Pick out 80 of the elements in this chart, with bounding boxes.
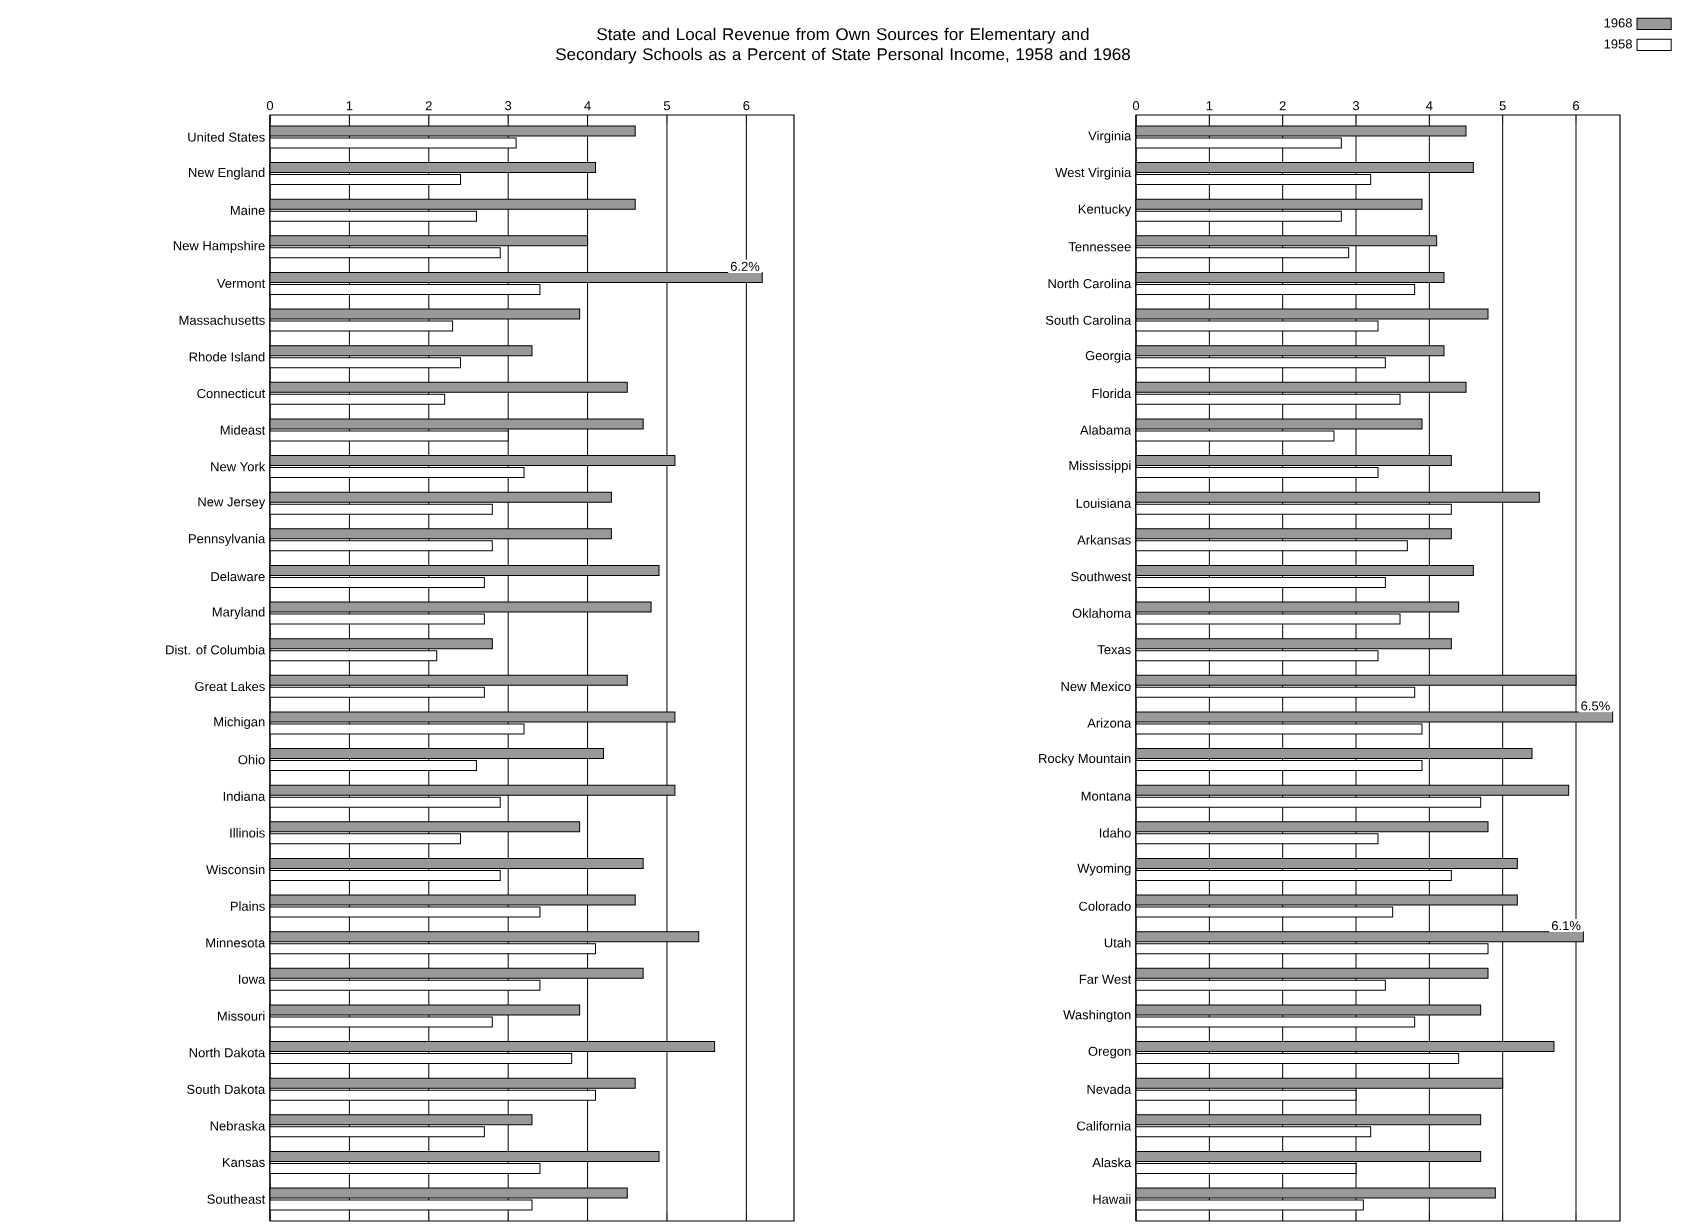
y-tick-label: Tennessee xyxy=(1068,242,1131,252)
y-tick-label: Massachusetts xyxy=(179,315,265,325)
y-tick-label: Florida xyxy=(1092,388,1132,399)
y-tick-label: Louisiana xyxy=(1076,498,1132,508)
y-tick-label: Far West xyxy=(1079,974,1132,984)
y-tick-label: Kansas xyxy=(222,1157,265,1167)
y-tick-label: Alabama xyxy=(1080,425,1132,435)
y-tick-label: Delaware xyxy=(211,571,265,582)
y-tick-label: West Virginia xyxy=(1055,167,1132,180)
x-tick-label: 5 xyxy=(663,101,671,111)
x-tick-label: 4 xyxy=(584,101,591,111)
y-tick-label: Utah xyxy=(1104,937,1131,948)
x-tick-label: 2 xyxy=(1279,101,1286,111)
y-tick-label: Rhode Island xyxy=(189,351,265,362)
y-tick-label: Michigan xyxy=(214,716,265,729)
y-tick-label: New Jersey xyxy=(198,497,266,510)
y-tick-label: Maine xyxy=(230,205,265,215)
y-tick-label: Plains xyxy=(230,901,265,911)
x-tick-label: 5 xyxy=(1499,101,1506,111)
y-tick-label: Mississippi xyxy=(1069,460,1131,473)
y-tick-label: Maryland xyxy=(212,607,265,620)
y-tick-label: Arkansas xyxy=(1077,535,1131,545)
y-tick-label: Montana xyxy=(1081,791,1132,801)
y-tick-label: Kentucky xyxy=(1078,204,1132,217)
legend-label: 1968 xyxy=(1604,18,1632,28)
x-tick-label: 0 xyxy=(266,101,274,111)
y-tick-label: Vermont xyxy=(216,278,266,288)
y-tick-label: Nevada xyxy=(1087,1084,1132,1094)
y-tick-label: Missouri xyxy=(217,1011,265,1021)
y-tick-label: Southwest xyxy=(1071,571,1132,582)
x-tick-label: 1 xyxy=(346,101,353,111)
data-label: 6.2% xyxy=(730,261,760,271)
y-tick-label: Alaska xyxy=(1092,1157,1132,1168)
x-tick-label: 4 xyxy=(1426,101,1433,111)
x-tick-label: 3 xyxy=(505,101,512,111)
x-tick-label: 6 xyxy=(743,101,750,111)
y-tick-label: Rocky Mountain xyxy=(1039,753,1131,766)
y-tick-label: Wyoming xyxy=(1077,863,1131,876)
y-tick-label: Minnesota xyxy=(206,937,266,948)
y-tick-label: Great Lakes xyxy=(195,681,265,692)
data-label: 6.5% xyxy=(1581,701,1610,711)
y-tick-label: Indiana xyxy=(223,791,266,801)
y-tick-label: Illinois xyxy=(230,828,265,838)
y-tick-label: Hawaii xyxy=(1093,1194,1131,1204)
data-label: 6.1% xyxy=(1551,921,1581,931)
y-tick-label: North Dakota xyxy=(189,1047,266,1058)
y-tick-label: Georgia xyxy=(1085,350,1132,363)
y-tick-label: Oklahoma xyxy=(1072,608,1132,618)
x-tick-label: 3 xyxy=(1352,101,1360,111)
y-tick-label: Colorado xyxy=(1079,901,1131,911)
y-tick-label: United States xyxy=(188,132,265,142)
y-tick-label: New Mexico xyxy=(1061,681,1131,692)
y-tick-label: Dist. of Columbia xyxy=(166,644,266,655)
y-tick-label: Connecticut xyxy=(197,388,266,399)
y-tick-label: Washington xyxy=(1063,1009,1131,1022)
legend-label: 1958 xyxy=(1604,39,1632,49)
y-tick-label: Texas xyxy=(1097,645,1131,655)
y-tick-label: California xyxy=(1077,1121,1132,1131)
y-tick-label: Ohio xyxy=(238,754,265,765)
y-tick-label: Iowa xyxy=(239,974,266,984)
y-tick-label: Wisconsin xyxy=(206,864,265,875)
y-tick-label: New England xyxy=(189,167,265,180)
y-tick-label: New Hampshire xyxy=(173,240,265,253)
y-tick-label: Southeast xyxy=(207,1194,266,1204)
y-tick-label: South Dakota xyxy=(187,1084,266,1094)
y-tick-label: Mideast xyxy=(220,425,266,435)
x-tick-label: 2 xyxy=(425,101,432,111)
y-tick-label: South Carolina xyxy=(1045,315,1132,325)
x-tick-label: 1 xyxy=(1206,101,1213,111)
y-tick-label: New York xyxy=(211,461,266,472)
text: State and Local Revenue from Own Sources for Elementary and Secondary Schools as a Percent of State Personal Income, 1958 and 1968 xyxy=(556,27,1130,64)
y-tick-label: Pennsylvania xyxy=(189,533,266,546)
y-tick-label: Oregon xyxy=(1088,1046,1131,1059)
y-tick-label: Nebraska xyxy=(210,1121,266,1131)
y-tick-label: Arizona xyxy=(1087,718,1132,728)
y-tick-label: Idaho xyxy=(1099,828,1131,838)
x-tick-label: 0 xyxy=(1132,101,1140,111)
y-tick-label: Virginia xyxy=(1088,130,1132,144)
x-tick-label: 6 xyxy=(1573,101,1580,111)
y-tick-label: North Carolina xyxy=(1048,278,1132,289)
